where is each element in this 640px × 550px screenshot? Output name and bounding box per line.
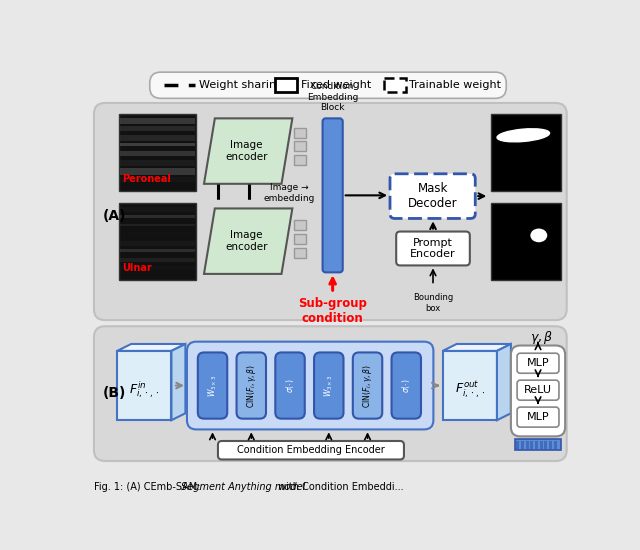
Polygon shape [443,344,511,351]
Bar [120,224,195,226]
Polygon shape [497,344,511,420]
Text: Prompt
Encoder: Prompt Encoder [410,238,456,259]
Polygon shape [117,344,186,351]
Bar [294,220,307,230]
Polygon shape [204,208,292,274]
Bar [491,203,561,280]
Bar [554,441,557,449]
Polygon shape [204,118,292,184]
FancyBboxPatch shape [353,353,382,419]
Bar [120,168,195,174]
Text: Image →
embedding: Image → embedding [264,183,315,203]
Bar [540,441,543,449]
Bar [384,78,406,92]
Bar [491,114,561,191]
Text: $F_{i,\cdot,\cdot}^{in}$: $F_{i,\cdot,\cdot}^{in}$ [129,379,159,400]
FancyBboxPatch shape [314,353,344,419]
Text: Fixed weight: Fixed weight [301,80,371,90]
Ellipse shape [497,129,550,142]
Bar [294,234,307,244]
FancyBboxPatch shape [187,342,433,430]
Bar [294,128,307,138]
Bar [119,114,196,191]
FancyBboxPatch shape [396,232,470,266]
FancyBboxPatch shape [517,353,559,373]
Text: with Condition Embeddi...: with Condition Embeddi... [275,482,404,492]
Bar [120,151,195,156]
Bar [515,439,561,450]
Bar [117,351,172,420]
FancyBboxPatch shape [511,345,565,436]
Bar [120,118,195,124]
Bar [531,441,533,449]
Text: Fig. 1: (A) CEmb-SAM:: Fig. 1: (A) CEmb-SAM: [94,482,204,492]
Bar [120,177,195,182]
Bar [120,241,195,246]
Text: Segment Anything model: Segment Anything model [180,482,305,492]
Text: MLP: MLP [527,412,549,422]
FancyBboxPatch shape [390,174,476,218]
Bar [120,266,195,268]
FancyBboxPatch shape [392,353,421,419]
FancyBboxPatch shape [218,441,404,459]
Bar [544,441,547,449]
Bar [119,203,196,280]
Text: ReLU: ReLU [524,385,552,395]
Text: $\gamma, \beta$: $\gamma, \beta$ [530,329,554,346]
Bar [120,135,195,141]
FancyBboxPatch shape [517,407,559,427]
FancyBboxPatch shape [94,326,566,461]
Bar [120,207,195,212]
Text: $\mathrm{CIN}(F_i,\gamma,\beta)$: $\mathrm{CIN}(F_i,\gamma,\beta)$ [361,364,374,408]
FancyBboxPatch shape [237,353,266,419]
Bar [294,248,307,258]
Bar [120,160,195,166]
Text: Condition
Embedding
Block: Condition Embedding Block [307,82,358,112]
Text: (B): (B) [103,386,127,400]
FancyBboxPatch shape [94,103,566,320]
Bar [120,258,195,262]
Text: Image
encoder: Image encoder [225,230,268,252]
Text: Bounding
box: Bounding box [413,293,453,312]
Text: $F_{i,\cdot,\cdot}^{out}$: $F_{i,\cdot,\cdot}^{out}$ [454,379,485,400]
Bar [120,143,195,146]
Bar [535,441,538,449]
Bar [275,78,297,92]
Text: Sub-group
condition: Sub-group condition [298,297,367,325]
Bar [294,141,307,151]
FancyBboxPatch shape [323,118,343,272]
Bar [294,155,307,166]
FancyBboxPatch shape [150,72,506,98]
Bar [525,441,529,449]
Text: $\sigma(\cdot)$: $\sigma(\cdot)$ [284,378,296,393]
Text: Weight sharing: Weight sharing [198,80,283,90]
Bar [516,441,520,449]
Polygon shape [172,344,186,420]
FancyBboxPatch shape [275,353,305,419]
Text: Trainable weight: Trainable weight [410,80,501,90]
Bar [443,351,497,420]
Bar [120,249,195,252]
Text: $\mathrm{CIN}(F_i,\gamma,\beta)$: $\mathrm{CIN}(F_i,\gamma,\beta)$ [244,364,258,408]
Text: $\sigma(\cdot)$: $\sigma(\cdot)$ [400,378,412,393]
Bar [521,441,524,449]
Bar [549,441,552,449]
Bar [120,126,195,131]
Ellipse shape [531,229,547,241]
Bar [120,232,195,236]
Text: Condition Embedding Encoder: Condition Embedding Encoder [237,446,385,455]
Text: $W_{3\times3}$: $W_{3\times3}$ [206,375,219,397]
Text: MLP: MLP [527,358,549,368]
Text: (A): (A) [103,209,127,223]
FancyBboxPatch shape [517,380,559,400]
Bar [120,216,195,218]
Text: Ulnar: Ulnar [122,263,152,273]
FancyBboxPatch shape [198,353,227,419]
Text: Mask
Decoder: Mask Decoder [408,182,458,210]
Text: $W_{3\times3}$: $W_{3\times3}$ [323,375,335,397]
Text: Image
encoder: Image encoder [225,140,268,162]
Text: Peroneal: Peroneal [122,173,171,184]
